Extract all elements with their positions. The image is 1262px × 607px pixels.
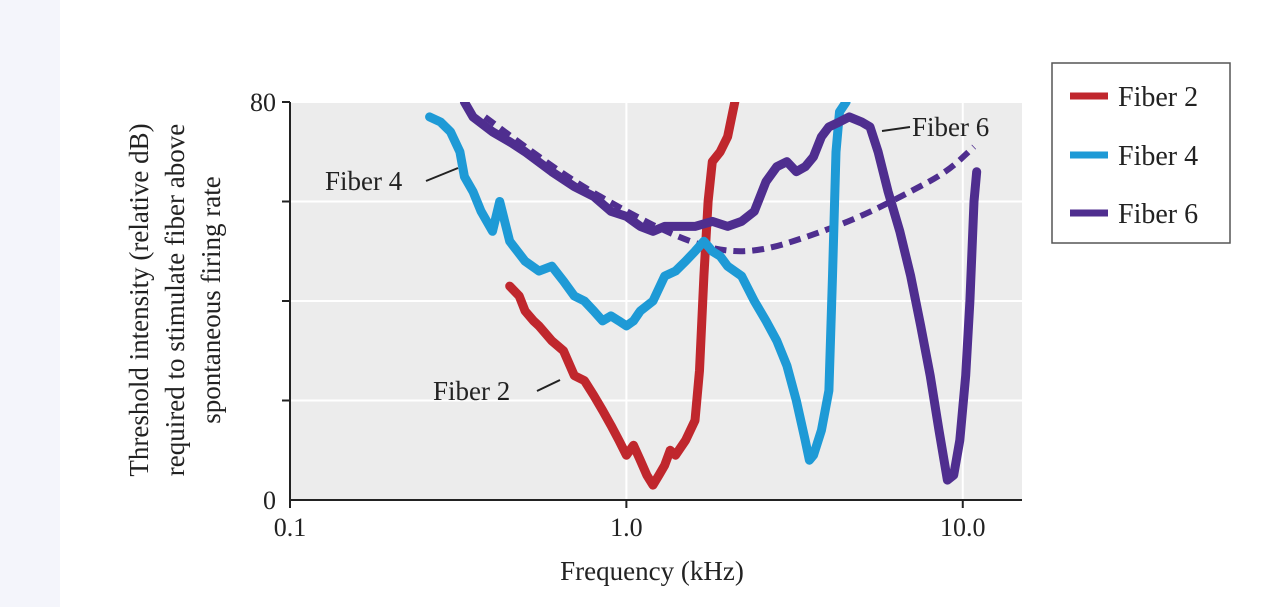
annotation-fiber-6: Fiber 6: [912, 112, 989, 142]
tick-layer: 0.1 1.0 10.0 0 80: [250, 88, 986, 542]
x-axis-title: Frequency (kHz): [560, 556, 744, 586]
series-line-fiber-6: [459, 102, 982, 485]
annotation-fiber-4: Fiber 4: [325, 166, 403, 196]
annotation-fiber-2: Fiber 2: [433, 376, 510, 406]
y-axis-title-line-2: required to stimulate fiber above: [160, 124, 190, 476]
legend-label-fiber-4: Fiber 4: [1118, 141, 1198, 172]
envelope-layer: [483, 114, 977, 255]
legend-entry-fiber-2: Fiber 2: [1070, 82, 1198, 113]
y-tick-label: 80: [250, 88, 276, 117]
x-tick-label: 10.0: [940, 513, 986, 542]
y-tick-label: 0: [263, 486, 276, 515]
series-line-fiber-4: [425, 102, 851, 465]
leader-line-fiber-6: [881, 126, 911, 132]
annotation-layer: Fiber 4 Fiber 2 Fiber 6: [325, 112, 989, 406]
legend-entry-fiber-6: Fiber 6: [1070, 199, 1198, 230]
y-axis-title-line-3: spontaneous firing rate: [196, 176, 226, 423]
y-axis-title-line-1: Threshold intensity (relative dB): [124, 123, 154, 476]
legend-label-fiber-6: Fiber 6: [1118, 199, 1198, 230]
leader-line-fiber-4: [425, 167, 459, 182]
envelope-dashed-line: [483, 114, 977, 255]
y-axis-title: Threshold intensity (relative dB) requir…: [124, 123, 226, 476]
x-tick-label: 1.0: [610, 513, 643, 542]
x-tick-label: 0.1: [274, 513, 307, 542]
legend: Fiber 2 Fiber 4 Fiber 6: [1051, 62, 1231, 244]
legend-entry-fiber-4: Fiber 4: [1070, 141, 1198, 172]
series-line-fiber-2: [505, 102, 740, 490]
leader-line-fiber-2: [536, 379, 561, 392]
series-layer: [425, 102, 982, 490]
left-sidebar-strip: [0, 0, 60, 607]
legend-label-fiber-2: Fiber 2: [1118, 82, 1198, 113]
